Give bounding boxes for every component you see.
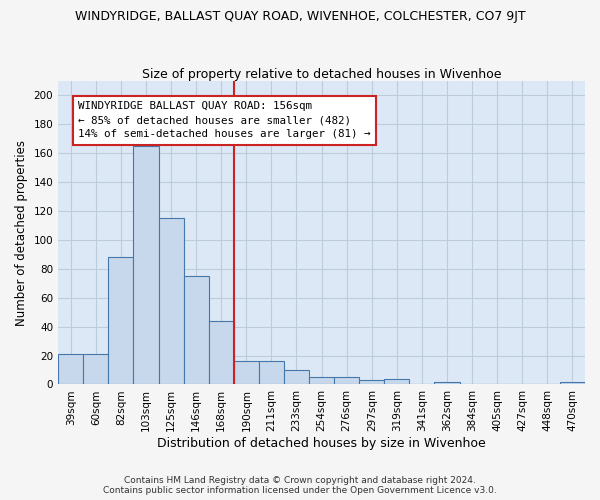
- Text: Contains HM Land Registry data © Crown copyright and database right 2024.
Contai: Contains HM Land Registry data © Crown c…: [103, 476, 497, 495]
- Bar: [209, 321, 234, 384]
- Bar: [560, 382, 585, 384]
- Bar: [234, 362, 259, 384]
- Text: WINDYRIDGE BALLAST QUAY ROAD: 156sqm
← 85% of detached houses are smaller (482)
: WINDYRIDGE BALLAST QUAY ROAD: 156sqm ← 8…: [78, 101, 371, 139]
- Bar: [83, 354, 109, 384]
- Bar: [284, 370, 309, 384]
- X-axis label: Distribution of detached houses by size in Wivenhoe: Distribution of detached houses by size …: [157, 437, 486, 450]
- Bar: [434, 382, 460, 384]
- Bar: [259, 362, 284, 384]
- Text: WINDYRIDGE, BALLAST QUAY ROAD, WIVENHOE, COLCHESTER, CO7 9JT: WINDYRIDGE, BALLAST QUAY ROAD, WIVENHOE,…: [74, 10, 526, 23]
- Bar: [58, 354, 83, 384]
- Bar: [158, 218, 184, 384]
- Bar: [385, 378, 409, 384]
- Bar: [334, 377, 359, 384]
- Bar: [359, 380, 385, 384]
- Bar: [309, 377, 334, 384]
- Bar: [184, 276, 209, 384]
- Bar: [109, 258, 133, 384]
- Bar: [133, 146, 158, 384]
- Title: Size of property relative to detached houses in Wivenhoe: Size of property relative to detached ho…: [142, 68, 502, 81]
- Y-axis label: Number of detached properties: Number of detached properties: [15, 140, 28, 326]
